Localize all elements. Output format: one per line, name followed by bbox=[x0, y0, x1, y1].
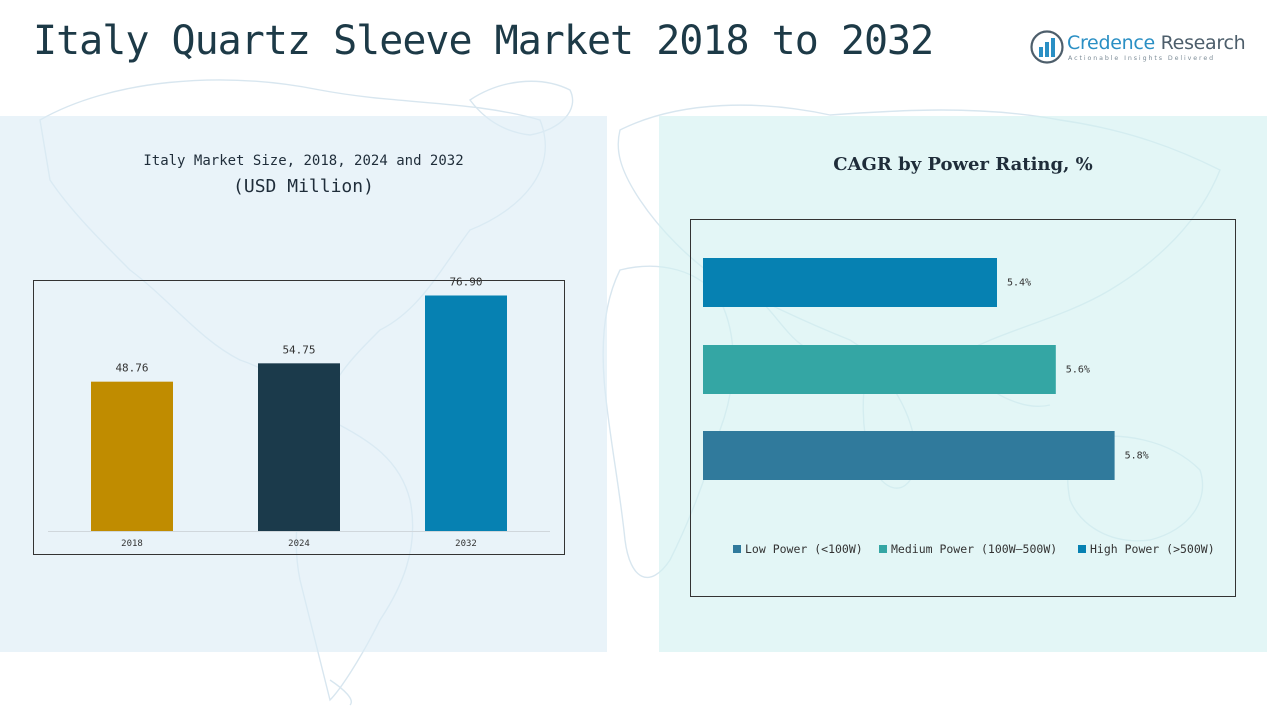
bar-value-label-2032: 76.90 bbox=[449, 275, 482, 288]
market-size-bar-chart: 48.76 2018 54.75 2024 76.90 2032 bbox=[33, 275, 565, 555]
cagr-panel: CAGR by Power Rating, % 5.4% 5.6% 5.8% Low… bbox=[659, 116, 1267, 652]
bar-category-label-2032: 2032 bbox=[455, 539, 477, 549]
cagr-value-label-1: 5.4% bbox=[1007, 278, 1031, 289]
logo-name-part1: Credence bbox=[1067, 32, 1155, 54]
bar-2018 bbox=[91, 381, 173, 531]
cagr-bar-3 bbox=[703, 431, 1115, 480]
legend-swatch-1 bbox=[733, 545, 741, 553]
legend-label-3: High Power (>500W) bbox=[1090, 542, 1215, 556]
bar-category-label-2018: 2018 bbox=[121, 539, 143, 549]
legend-label-1: Low Power (<100W) bbox=[745, 542, 863, 556]
market-size-chart-subtitle: (USD Million) bbox=[233, 176, 374, 197]
bar-chart-frame bbox=[33, 280, 565, 555]
cagr-chart-title: CAGR by Power Rating, % bbox=[833, 154, 1093, 175]
bar-value-label-2018: 48.76 bbox=[115, 362, 148, 375]
cagr-value-label-3: 5.8% bbox=[1125, 451, 1149, 462]
credence-research-logo: Credence Research Actionable Insights De… bbox=[1030, 30, 1246, 70]
market-size-chart-title: Italy Market Size, 2018, 2024 and 2032 bbox=[143, 153, 464, 169]
logo-tagline: Actionable Insights Delivered bbox=[1068, 55, 1216, 62]
bar-category-label-2024: 2024 bbox=[288, 539, 310, 549]
bar-2032 bbox=[425, 295, 507, 531]
logo-name: Credence Research bbox=[1067, 32, 1246, 54]
market-size-panel: Italy Market Size, 2018, 2024 and 2032 (… bbox=[0, 116, 607, 652]
cagr-chart-frame bbox=[690, 219, 1236, 597]
page-title: Italy Quartz Sleeve Market 2018 to 2032 bbox=[33, 18, 934, 64]
cagr-value-label-2: 5.6% bbox=[1066, 365, 1090, 376]
logo-name-part2: Research bbox=[1154, 32, 1246, 54]
legend-label-2: Medium Power (100W–500W) bbox=[891, 542, 1057, 556]
cagr-bar-chart: 5.4% 5.6% 5.8% Low Power (<100W) Medium Pow… bbox=[690, 219, 1236, 597]
logo-chart-icon bbox=[1030, 30, 1064, 64]
bar-value-label-2024: 54.75 bbox=[282, 343, 315, 356]
legend-swatch-3 bbox=[1078, 545, 1086, 553]
cagr-bar-2 bbox=[703, 345, 1056, 394]
cagr-legend: Low Power (<100W) Medium Power (100W–500W… bbox=[733, 542, 1215, 556]
bar-2024 bbox=[258, 363, 340, 531]
legend-swatch-2 bbox=[879, 545, 887, 553]
cagr-bar-1 bbox=[703, 258, 997, 307]
